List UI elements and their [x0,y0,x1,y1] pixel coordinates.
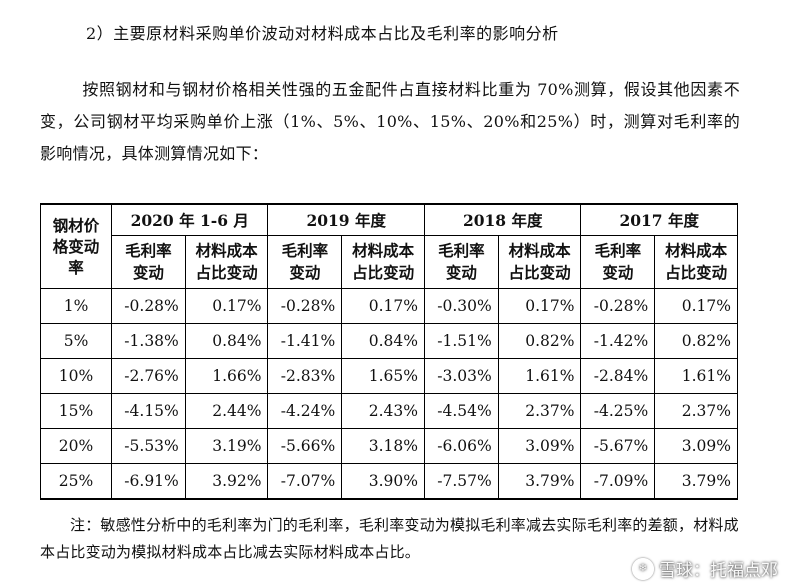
table-row: 15% -4.15% 2.44% -4.24% 2.43% -4.54% 2.37% -4.2… [40,393,738,429]
subheader-gross-margin: 毛利率变动 [267,235,343,289]
subheader-material-cost: 材料成本占比变动 [654,235,738,289]
gross-margin-change-cell: -7.09% [580,463,656,500]
gross-margin-change-cell: -1.42% [580,323,656,359]
rate-cell: 10% [40,358,112,394]
rate-cell: 1% [40,288,112,324]
material-cost-change-cell: 3.09% [654,428,738,464]
gross-margin-change-cell: -0.28% [111,288,186,324]
table-row: 20% -5.53% 3.19% -5.66% 3.18% -6.06% 3.09% -5.6… [40,428,738,464]
material-cost-change-cell: 2.37% [654,393,738,429]
table-subheader-row: 毛利率变动 材料成本占比变动 毛利率变动 材料成本占比变动 毛利率变动 材料成本… [41,235,738,289]
material-cost-change-cell: 1.66% [184,358,269,394]
material-cost-change-cell: 0.17% [341,288,425,324]
gross-margin-change-cell: -1.51% [423,323,499,359]
sensitivity-table: 钢材价格变动率 2020 年 1-6 月 2019 年度 2018 年度 201… [40,203,738,500]
material-cost-change-cell: 0.82% [654,323,738,359]
gross-margin-change-cell: -0.28% [267,288,343,324]
period-header: 2018 年度 [423,203,582,236]
gross-margin-change-cell: -3.03% [423,358,499,394]
table-row: 1% -0.28% 0.17% -0.28% 0.17% -0.30% 0.17% -0.28… [40,288,738,324]
material-cost-change-cell: 2.44% [184,393,269,429]
subheader-material-cost: 材料成本占比变动 [341,235,425,289]
gross-margin-change-cell: -4.54% [423,393,499,429]
material-cost-change-cell: 3.79% [654,463,738,500]
subheader-gross-margin: 毛利率变动 [580,235,656,289]
gross-margin-change-cell: -6.06% [423,428,499,464]
gross-margin-change-cell: -5.67% [580,428,656,464]
intro-paragraph-text: 按照钢材和与钢材价格相关性强的五金配件占直接材料比重为 70%测算，假设其他因素… [40,80,740,163]
table-row: 5% -1.38% 0.84% -1.41% 0.84% -1.51% 0.82% -1.42… [40,323,738,359]
gross-margin-change-cell: -2.84% [580,358,656,394]
rate-cell: 15% [40,393,112,429]
intro-paragraph: 按照钢材和与钢材价格相关性强的五金配件占直接材料比重为 70%测算，假设其他因素… [40,74,740,170]
gross-margin-change-cell: -5.53% [111,428,186,464]
gross-margin-change-cell: -0.30% [423,288,499,324]
snowball-logo-icon: ❄ [632,557,654,580]
subheader-material-cost: 材料成本占比变动 [184,235,269,289]
material-cost-change-cell: 0.17% [497,288,582,324]
material-cost-change-cell: 1.65% [341,358,425,394]
material-cost-change-cell: 0.17% [654,288,738,324]
gross-margin-change-cell: -4.25% [580,393,656,429]
material-cost-change-cell: 0.17% [184,288,269,324]
gross-margin-change-cell: -0.28% [580,288,656,324]
footnote-text: 注：敏感性分析中的毛利率为门的毛利率，毛利率变动为模拟毛利率减去实际毛利率的差额… [40,516,739,561]
gross-margin-change-cell: -6.91% [111,463,186,500]
table-header-row: 钢材价格变动率 2020 年 1-6 月 2019 年度 2018 年度 201… [40,203,738,289]
material-cost-change-cell: 0.84% [184,323,269,359]
material-cost-change-cell: 1.61% [497,358,582,394]
gross-margin-change-cell: -4.15% [111,393,186,429]
material-cost-change-cell: 3.90% [341,463,425,500]
corner-header: 钢材价格变动率 [40,203,112,289]
material-cost-change-cell: 2.43% [341,393,425,429]
material-cost-change-cell: 0.82% [497,323,582,359]
rate-cell: 25% [40,463,112,500]
gross-margin-change-cell: -5.66% [267,428,343,464]
table-row: 25% -6.91% 3.92% -7.07% 3.90% -7.57% 3.79% -7.0… [40,463,738,500]
period-header: 2020 年 1-6 月 [110,203,269,236]
rate-cell: 5% [40,323,112,359]
table-row: 10% -2.76% 1.66% -2.83% 1.65% -3.03% 1.61% -2.8… [40,358,738,394]
rate-cell: 20% [40,428,112,464]
subheader-gross-margin: 毛利率变动 [423,235,499,289]
gross-margin-change-cell: -2.83% [267,358,343,394]
gross-margin-change-cell: -4.24% [267,393,343,429]
gross-margin-change-cell: -7.07% [267,463,343,500]
watermark-text: 雪球：托福点邓 [659,561,778,581]
material-cost-change-cell: 3.18% [341,428,425,464]
watermark: ❄ 雪球：托福点邓 [632,556,778,581]
footnote: 注：敏感性分析中的毛利率为门的毛利率，毛利率变动为模拟毛利率减去实际毛利率的差额… [40,512,740,566]
section-heading: 2）主要原材料采购单价波动对材料成本占比及毛利率的影响分析 [86,24,559,43]
material-cost-change-cell: 1.61% [654,358,738,394]
period-header: 2019 年度 [267,203,425,236]
gross-margin-change-cell: -1.41% [267,323,343,359]
material-cost-change-cell: 0.84% [341,323,425,359]
table-body: 1% -0.28% 0.17% -0.28% 0.17% -0.30% 0.17% -0.28… [40,288,738,500]
gross-margin-change-cell: -1.38% [111,323,186,359]
gross-margin-change-cell: -7.57% [423,463,499,500]
period-header: 2017 年度 [580,203,738,236]
material-cost-change-cell: 3.19% [184,428,269,464]
material-cost-change-cell: 3.79% [497,463,582,500]
material-cost-change-cell: 3.92% [184,463,269,500]
material-cost-change-cell: 2.37% [497,393,582,429]
gross-margin-change-cell: -2.76% [111,358,186,394]
subheader-material-cost: 材料成本占比变动 [497,235,582,289]
subheader-gross-margin: 毛利率变动 [111,235,186,289]
material-cost-change-cell: 3.09% [497,428,582,464]
